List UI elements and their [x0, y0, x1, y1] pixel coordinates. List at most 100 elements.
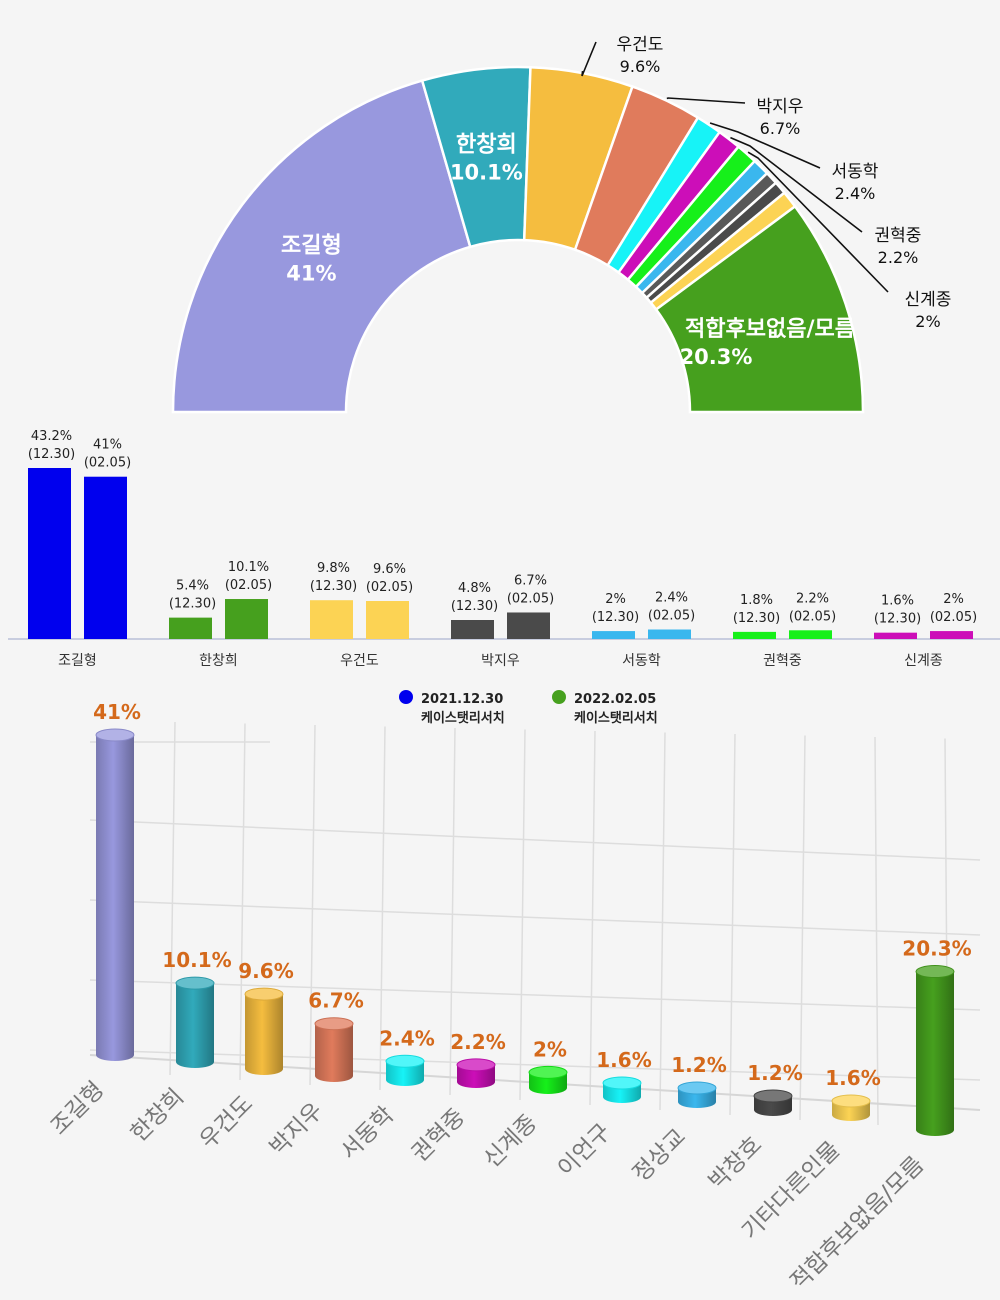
- grid-line-vertical: [659, 732, 666, 1111]
- bar-서동학-1: [592, 631, 635, 639]
- legend-source: 케이스탯리서치: [421, 710, 505, 726]
- bar-권혁중-2: [789, 630, 832, 639]
- bar-우건도-1: [310, 600, 353, 639]
- donut-callout-value: 9.6%: [620, 57, 661, 76]
- legend-marker: [399, 690, 413, 704]
- x-tick-label: 서동학: [622, 653, 661, 669]
- bar-value-label: 2.4%: [655, 591, 688, 606]
- cylinder-top: [915, 965, 955, 979]
- legend-date: 2021.12.30: [421, 692, 503, 707]
- cylinder-value-label: 1.6%: [825, 1066, 880, 1090]
- x-tick-label: 박지우: [265, 1098, 328, 1161]
- cylinder-value-label: 6.7%: [308, 989, 363, 1013]
- grid-line-vertical: [169, 721, 176, 1076]
- donut-label-value: 20.3%: [680, 345, 753, 369]
- bar-value-label: 6.7%: [514, 573, 547, 588]
- bar-value-label: 10.1%: [228, 560, 269, 575]
- bar-value-label: 1.8%: [740, 593, 773, 608]
- bar-박지우-1: [451, 620, 494, 639]
- donut-label-name: 적합후보없음/모름: [685, 316, 855, 342]
- donut-callout-name: 서동학: [832, 162, 879, 182]
- comparison-bar-chart: 43.2% (12.30) 41% (02.05) 조길형 5.4% (12.30) 10.1…: [8, 429, 1000, 726]
- cylinder-value-label: 41%: [93, 700, 141, 724]
- donut-callout-value: 2.4%: [835, 184, 876, 203]
- bar-date-label: (02.05): [84, 456, 131, 471]
- legend-source: 케이스탯리서치: [574, 710, 658, 726]
- legend-marker: [552, 690, 566, 704]
- x-tick-label: 박창호: [704, 1132, 767, 1195]
- donut-leader-line: [581, 41, 597, 77]
- bar-value-label: 5.4%: [176, 579, 209, 594]
- grid-line-vertical: [379, 726, 386, 1091]
- bar-신계종-2: [930, 631, 973, 639]
- bar-value-label: 9.6%: [373, 562, 406, 577]
- cylinder-value-label: 2.2%: [450, 1030, 505, 1054]
- bar-value-label: 2%: [605, 592, 626, 607]
- x-tick-label: 조길형: [46, 1077, 109, 1140]
- cylinder-body: [315, 1023, 353, 1082]
- x-tick-label: 정상교: [628, 1124, 691, 1187]
- cylinder-value-label: 9.6%: [238, 959, 293, 983]
- bar-권혁중-1: [733, 631, 776, 639]
- bar-date-label: (02.05): [648, 609, 695, 624]
- grid-line-horizontal: [89, 1049, 981, 1081]
- x-tick-label: 한창희: [199, 653, 238, 669]
- bar-value-label: 1.6%: [881, 594, 914, 609]
- bar-한창희-1: [169, 617, 212, 639]
- donut-leader-line: [666, 97, 746, 104]
- donut-callout-value: 2%: [915, 312, 940, 331]
- bar-박지우-2: [507, 612, 550, 639]
- donut-callout-name: 우건도: [617, 35, 664, 55]
- grid-line-vertical: [309, 724, 316, 1086]
- bar-조길형-2: [84, 476, 127, 639]
- donut-leader-line: [730, 136, 863, 233]
- cylinder-top: [602, 1076, 642, 1090]
- half-donut-chart: 조길형 41% 한창희 10.1% 우건도 9.6% 박지우 6.7% 서동학 2.4% 권혁중 2.…: [171, 35, 951, 414]
- bar-value-label: 2%: [943, 592, 964, 607]
- legend-date: 2022.02.05: [574, 692, 656, 707]
- bar-한창희-2: [225, 599, 268, 639]
- bar-date-label: (12.30): [733, 611, 780, 626]
- cylinder-top: [244, 987, 284, 1001]
- donut-callout-value: 2.2%: [878, 248, 919, 267]
- bar-신계종-1: [874, 632, 917, 639]
- donut-callout-value: 6.7%: [760, 119, 801, 138]
- donut-label-value: 10.1%: [450, 160, 523, 184]
- x-tick-label: 신계종: [904, 653, 943, 669]
- cylinder-value-label: 2.4%: [379, 1026, 434, 1050]
- x-tick-label: 권혁중: [763, 653, 802, 669]
- cylinder-value-label: 2%: [533, 1037, 567, 1061]
- cylinder-top: [528, 1065, 568, 1079]
- cylinder-top: [831, 1094, 871, 1108]
- cylinder-body: [96, 735, 134, 1061]
- donut-label-value: 41%: [286, 262, 336, 286]
- bar-value-label: 41%: [93, 438, 122, 453]
- grid-line-vertical: [449, 727, 456, 1096]
- cylinder-body: [386, 1061, 424, 1086]
- bar-서동학-2: [648, 629, 691, 639]
- x-tick-label: 이언구: [553, 1119, 616, 1182]
- donut-leader-line: [747, 151, 889, 293]
- donut-callout-name: 권혁중: [875, 226, 922, 246]
- donut-callout-name: 박지우: [757, 97, 804, 117]
- bar-date-label: (12.30): [592, 610, 639, 625]
- cylinder-top: [95, 728, 135, 742]
- donut-label-name: 한창희: [456, 132, 517, 157]
- x-tick-label: 박지우: [481, 653, 520, 669]
- donut-label-name: 조길형: [281, 234, 342, 259]
- grid-line-vertical: [729, 733, 736, 1116]
- bar-date-label: (02.05): [366, 580, 413, 595]
- grid-line-horizontal: [89, 899, 981, 936]
- grid-line-horizontal: [89, 819, 981, 861]
- cylinder-value-label: 20.3%: [902, 937, 971, 961]
- bar-value-label: 2.2%: [796, 591, 829, 606]
- cylinder-value-label: 10.1%: [162, 948, 231, 972]
- grid-line-horizontal: [89, 979, 981, 1011]
- cylinder-top: [314, 1017, 354, 1031]
- donut-slice-12: [654, 204, 865, 414]
- bar-date-label: (02.05): [930, 610, 977, 625]
- bar-value-label: 43.2%: [31, 429, 72, 444]
- cylinder-value-label: 1.2%: [671, 1053, 726, 1077]
- bar-date-label: (02.05): [225, 578, 272, 593]
